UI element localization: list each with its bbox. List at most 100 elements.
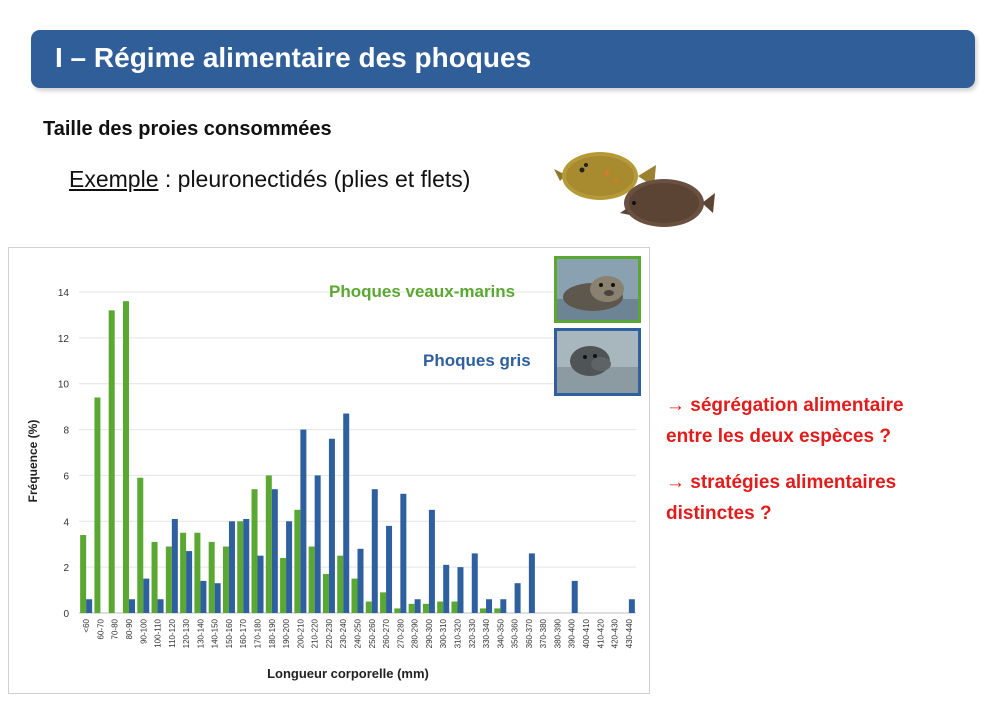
bar-harbour-seal	[280, 557, 287, 613]
bar-harbour-seal	[108, 310, 115, 613]
x-tick-label: 370-380	[539, 618, 548, 648]
x-tick-label: 60-70	[96, 618, 105, 639]
x-tick-label: 320-330	[468, 618, 477, 648]
x-tick-label: 130-140	[196, 618, 205, 648]
x-tick-label: 80-90	[125, 618, 134, 639]
bar-grey-seal	[500, 599, 507, 613]
bar-harbour-seal	[408, 603, 415, 613]
bar-harbour-seal	[494, 608, 501, 613]
header-banner: I – Régime alimentaire des phoques	[31, 30, 975, 88]
x-tick-label: 200-210	[296, 618, 305, 648]
harbour-seal-photo	[554, 256, 641, 323]
y-tick-label: 0	[63, 609, 69, 620]
bar-harbour-seal	[365, 601, 372, 613]
section-title: Taille des proies consommées	[43, 118, 332, 140]
x-tick-label: 280-290	[411, 618, 420, 648]
bar-grey-seal	[428, 509, 435, 613]
x-tick-label: 180-190	[268, 618, 277, 648]
example-line: Exemple : pleuronectidés (plies et flets…	[69, 166, 470, 193]
x-tick-label: 390-400	[568, 618, 577, 648]
bar-grey-seal	[300, 429, 307, 613]
bar-harbour-seal	[165, 546, 172, 613]
bar-grey-seal	[571, 580, 578, 613]
bar-grey-seal	[528, 553, 535, 613]
x-tick-label: 120-130	[182, 618, 191, 648]
x-tick-label: 430-440	[625, 618, 634, 648]
bar-grey-seal	[157, 599, 164, 613]
bar-grey-seal	[343, 413, 350, 613]
x-tick-label: 410-420	[596, 618, 605, 648]
x-tick-label: 380-390	[553, 618, 562, 648]
bar-harbour-seal	[122, 301, 129, 613]
bar-grey-seal	[200, 580, 207, 613]
bar-harbour-seal	[265, 475, 272, 613]
bar-harbour-seal	[151, 541, 158, 613]
x-tick-label: 100-110	[154, 618, 163, 647]
bar-grey-seal	[257, 555, 264, 613]
y-tick-label: 10	[58, 380, 70, 391]
bar-grey-seal	[471, 553, 478, 613]
bar-harbour-seal	[322, 574, 329, 613]
bar-harbour-seal	[208, 541, 215, 613]
x-tick-label: 230-240	[339, 618, 348, 648]
bar-grey-seal	[271, 489, 278, 613]
bar-harbour-seal	[222, 546, 229, 613]
note-strategies: → stratégies alimentaires distinctes ?	[666, 472, 897, 524]
legend-label-grey-seal: Phoques gris	[423, 351, 531, 370]
x-tick-label: 240-250	[354, 618, 363, 648]
bar-harbour-seal	[422, 603, 429, 613]
bar-grey-seal	[128, 599, 135, 613]
bar-grey-seal	[443, 564, 450, 613]
flatfish-image	[554, 152, 715, 227]
x-tick-label: 350-360	[511, 618, 520, 648]
grey-seal-photo	[554, 328, 641, 396]
chart-frame: 0 2 4 6 8 10 12 14 <60 60-70 70-80 80-90 90-100 100-…	[8, 247, 650, 694]
x-tick-label: 300-310	[439, 618, 448, 648]
bar-grey-seal	[314, 475, 321, 613]
bar-chart: 0 2 4 6 8 10 12 14 <60 60-70 70-80 80-90 90-100 100-…	[26, 288, 636, 681]
example-text: : pleuronectidés (plies et flets)	[158, 166, 471, 192]
y-axis-label: Fréquence (%)	[26, 420, 40, 503]
x-tick-label: 170-180	[254, 618, 263, 648]
bar-grey-seal	[457, 567, 464, 613]
y-tick-label: 14	[58, 288, 70, 299]
flounder-icon	[620, 179, 715, 227]
bar-harbour-seal	[351, 578, 358, 613]
bar-grey-seal	[357, 548, 364, 613]
legend-label-harbour-seal: Phoques veaux-marins	[329, 282, 516, 301]
y-tick-label: 8	[63, 426, 69, 437]
bar-harbour-seal	[394, 608, 401, 613]
x-tick-label: 110-120	[168, 618, 177, 647]
bar-grey-seal	[143, 578, 150, 613]
bar-harbour-seal	[251, 489, 258, 613]
bar-grey-seal	[386, 525, 393, 613]
y-tick-label: 12	[58, 334, 70, 345]
x-tick-label: 70-80	[111, 618, 120, 639]
x-axis-label: Longueur corporelle (mm)	[267, 666, 429, 681]
bar-harbour-seal	[480, 608, 487, 613]
x-tick-label: 270-280	[396, 618, 405, 648]
x-tick-label: 330-340	[482, 618, 491, 648]
bar-grey-seal	[414, 599, 421, 613]
bar-harbour-seal	[137, 477, 144, 613]
bar-harbour-seal	[194, 532, 201, 613]
y-tick-label: 2	[63, 563, 69, 574]
bar-grey-seal	[286, 521, 293, 613]
y-tick-label: 6	[63, 471, 69, 482]
x-tick-label: 160-170	[239, 618, 248, 648]
x-tick-label: 360-370	[525, 618, 534, 648]
x-tick-label: 310-320	[453, 618, 462, 648]
x-tick-label: 140-150	[211, 618, 220, 648]
x-tick-label: 150-160	[225, 618, 234, 648]
note-segregation: → ségrégation alimentaire entre les deux…	[666, 395, 904, 447]
bar-harbour-seal	[80, 535, 87, 613]
bar-grey-seal	[171, 518, 178, 613]
bar-harbour-seal	[308, 546, 315, 613]
bar-grey-seal	[186, 551, 193, 613]
bar-grey-seal	[86, 599, 93, 613]
bar-grey-seal	[228, 521, 235, 613]
x-tick-label: 400-410	[582, 618, 591, 648]
x-tick-label: 210-220	[311, 618, 320, 648]
bar-grey-seal	[328, 438, 335, 613]
bar-grey-seal	[214, 583, 221, 613]
